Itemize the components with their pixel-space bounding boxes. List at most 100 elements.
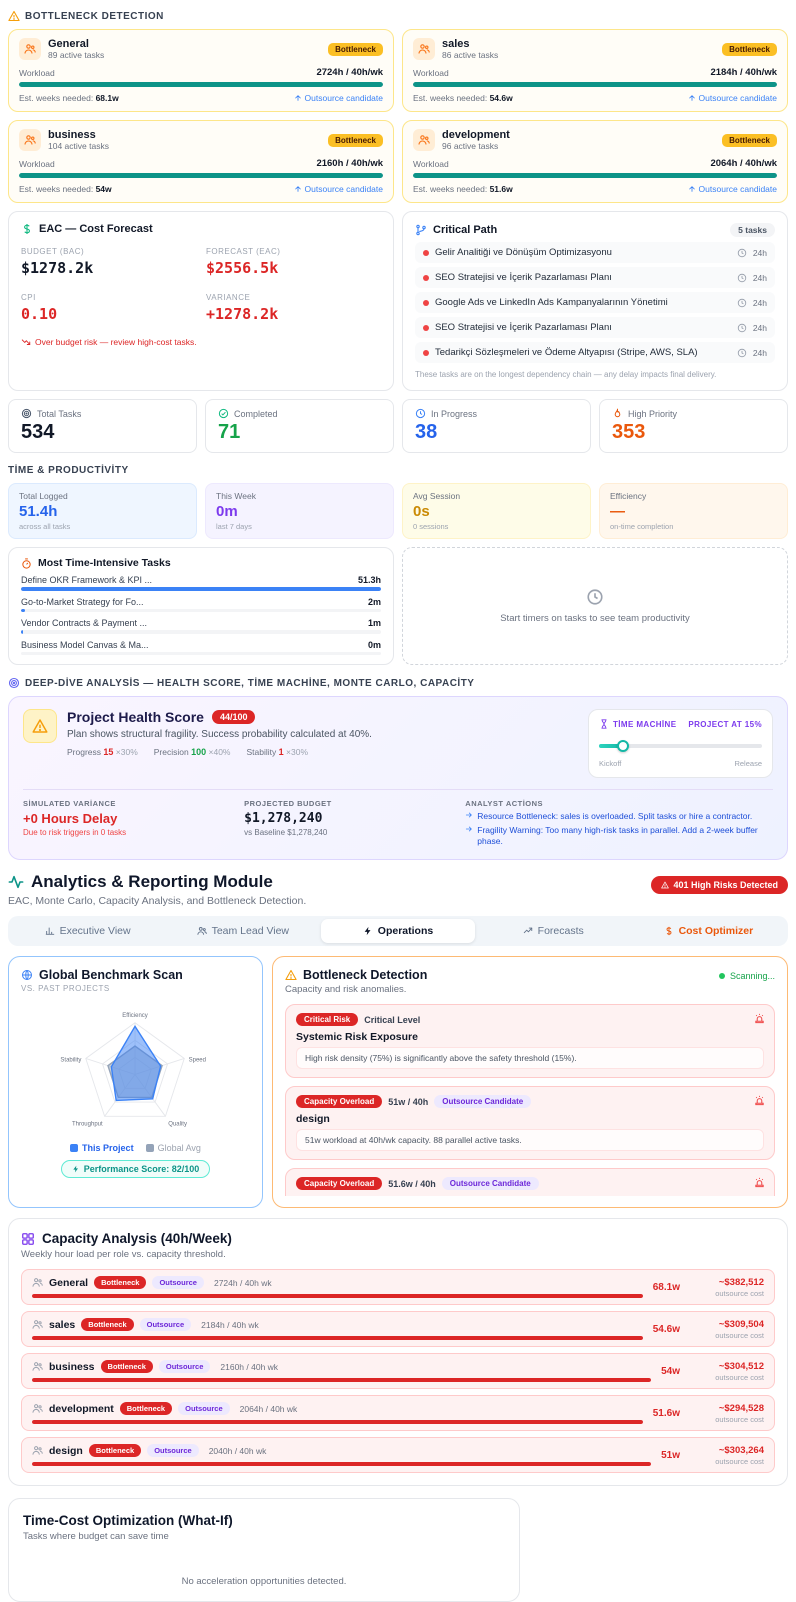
time-card-this-week: This Week 0m last 7 days <box>205 483 394 539</box>
bottleneck-card-sales: sales 86 active tasks Bottleneck Workloa… <box>402 29 788 112</box>
tab-operations[interactable]: Operations <box>321 919 474 943</box>
view-tabs: Executive View Team Lead View Operations… <box>8 916 788 946</box>
eac-warning-text: Over budget risk — review high-cost task… <box>35 337 197 347</box>
time-value: 0s <box>413 503 580 520</box>
time-intensive-card: Most Time-Intensive Tasks Define OKR Fra… <box>8 547 394 665</box>
slider-end-label: Release <box>734 759 762 768</box>
users-icon <box>32 1319 43 1330</box>
stat-completed: Completed 71 <box>205 399 394 453</box>
module-subtitle: EAC, Monte Carlo, Capacity Analysis, and… <box>8 895 306 907</box>
tab-team-lead-view[interactable]: Team Lead View <box>166 919 319 943</box>
bottleneck-badge: Bottleneck <box>722 134 777 147</box>
capacity-bar <box>32 1294 643 1298</box>
stat-value: 534 <box>21 421 184 444</box>
arrow-up-icon <box>688 185 696 193</box>
eac-title: EAC — Cost Forecast <box>39 223 153 235</box>
high-risks-badge: 401 High Risks Detected <box>651 876 788 894</box>
budget-value: $1278.2k <box>21 259 196 277</box>
slider-knob[interactable] <box>617 740 629 752</box>
time-machine-panel: TİME MACHİNE PROJECT AT 15% Kickoff Rele… <box>588 709 773 778</box>
section-title: BOTTLENECK DETECTION <box>25 11 164 22</box>
weeks-value: 54w <box>661 1366 680 1377</box>
workload-label: Workload <box>19 68 55 78</box>
outsource-candidate-link[interactable]: Outsource candidate <box>688 93 777 103</box>
global-benchmark-card: Global Benchmark Scan VS. Past Projects … <box>8 956 263 1208</box>
outsource-badge: Outsource <box>152 1276 204 1289</box>
warning-icon <box>32 718 48 734</box>
risk-dot <box>423 350 429 356</box>
capacity-bar <box>32 1420 643 1424</box>
empty-state-text: Start timers on tasks to see team produc… <box>500 613 690 624</box>
role-icon-box <box>413 129 435 151</box>
health-score-panel: Project Health Score 44/100 Plan shows s… <box>8 696 788 860</box>
siren-icon <box>754 1177 765 1188</box>
bottleneck-detection-card: Bottleneck Detection Capacity and risk a… <box>272 956 788 1208</box>
users-icon <box>32 1403 43 1414</box>
arrow-up-icon <box>294 94 302 102</box>
deepdive-section-header: DEEP-DİVE ANALYSİS — HEALTH SCORE, TİME … <box>8 677 788 689</box>
role-name: sales <box>442 38 715 50</box>
outsource-candidate-link[interactable]: Outsource candidate <box>294 93 383 103</box>
bottleneck-cards-grid: General 89 active tasks Bottleneck Workl… <box>8 29 788 203</box>
analyst-action: Resource Bottleneck: sales is overloaded… <box>465 811 773 822</box>
workload-value: 2184h / 40h/wk <box>710 67 777 78</box>
weeks-needed-value: 68.1w <box>96 93 119 103</box>
capacity-row-development: development Bottleneck Outsource 2064h /… <box>21 1395 775 1431</box>
module-title: Analytics & Reporting Module <box>31 872 273 892</box>
outsource-candidate-link[interactable]: Outsource candidate <box>294 184 383 194</box>
weeks-needed-value: 51.6w <box>490 184 513 194</box>
weeks-needed-label: Est. weeks needed: <box>19 93 93 103</box>
active-tasks-count: 86 active tasks <box>442 50 715 60</box>
dollar-icon <box>21 223 33 235</box>
budget-label: Budget (BAC) <box>21 247 196 256</box>
alert-description: High risk density (75%) is significantly… <box>296 1047 764 1069</box>
intensive-row: Business Model Canvas & Ma... 0m <box>21 640 381 650</box>
users-icon <box>32 1361 43 1372</box>
variance-value: +0 Hours Delay <box>23 811 228 826</box>
zap-icon <box>363 926 373 936</box>
critical-path-item: Tedarikçi Sözleşmeleri ve Ödeme Altyapıs… <box>415 342 775 363</box>
project-at-label: PROJECT AT 15% <box>688 720 762 729</box>
outsource-candidate-tag: Outsource Candidate <box>442 1177 539 1190</box>
capacity-row-sales: sales Bottleneck Outsource 2184h / 40h w… <box>21 1311 775 1347</box>
alert-title: development <box>296 1195 764 1196</box>
alerts-list: Critical Risk Critical Level Systemic Ri… <box>285 1004 775 1196</box>
workload-bar <box>413 173 777 178</box>
outsource-candidate-link[interactable]: Outsource candidate <box>688 184 777 194</box>
workload-value: 2724h / 40h/wk <box>316 67 383 78</box>
tab-executive-view[interactable]: Executive View <box>11 919 164 943</box>
time-value: — <box>610 503 777 520</box>
role-name: General <box>48 38 321 50</box>
bottleneck-section-header: BOTTLENECK DETECTION <box>8 10 788 22</box>
alert-meta: 51w / 40h <box>388 1097 428 1107</box>
outsource-cost: ~$304,512 <box>690 1361 764 1372</box>
tab-forecasts[interactable]: Forecasts <box>477 919 630 943</box>
time-card-efficiency: Efficiency — on-time completion <box>599 483 788 539</box>
analyst-action: Fragility Warning: Too many high-risk ta… <box>465 825 773 847</box>
bottleneck-badge: Bottleneck <box>89 1444 141 1457</box>
radar-scan-icon <box>21 969 33 981</box>
outsource-badge: Outsource <box>147 1444 199 1457</box>
capacity-row-design: design Bottleneck Outsource 2040h / 40h … <box>21 1437 775 1473</box>
tab-cost-optimizer[interactable]: Cost Optimizer <box>632 919 785 943</box>
critical-path-title: Critical Path <box>433 224 497 236</box>
forecast-label: Forecast (EAC) <box>206 247 381 256</box>
users-icon <box>24 43 36 55</box>
metric-stability: Stability 1 ×30% <box>247 747 309 757</box>
weeks-needed-label: Est. weeks needed: <box>413 184 487 194</box>
weeks-needed-label: Est. weeks needed: <box>413 93 487 103</box>
intensive-row: Vendor Contracts & Payment ... 1m <box>21 618 381 628</box>
simulated-variance-block: SİMULATED VARİANCE +0 Hours Delay Due to… <box>23 799 228 847</box>
bottleneck-badge: Bottleneck <box>101 1360 153 1373</box>
bottleneck-card-development: development 96 active tasks Bottleneck W… <box>402 120 788 203</box>
health-warning-icon-box <box>23 709 57 743</box>
timer-empty-state: Start timers on tasks to see team produc… <box>402 547 788 665</box>
arrow-up-icon <box>294 185 302 193</box>
alert-critical-risk: Critical Risk Critical Level Systemic Ri… <box>285 1004 775 1078</box>
time-machine-slider[interactable] <box>599 740 762 752</box>
alert-capacity-development: Capacity Overload 51.6w / 40h Outsource … <box>285 1168 775 1196</box>
timer-icon <box>21 558 32 569</box>
workload-value: 2064h / 40h/wk <box>710 158 777 169</box>
outsource-badge: Outsource <box>159 1360 211 1373</box>
critical-path-item: SEO Stratejisi ve İçerik Pazarlaması Pla… <box>415 267 775 288</box>
